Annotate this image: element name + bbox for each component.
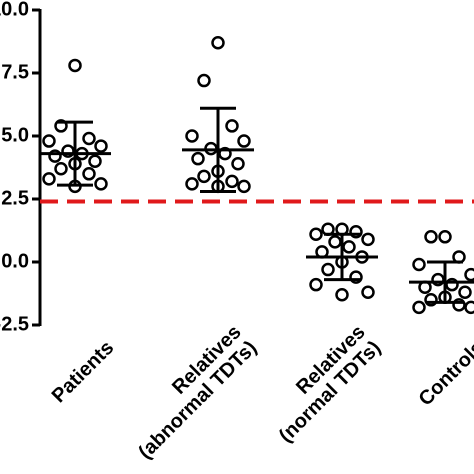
data-point — [464, 267, 474, 282]
data-point — [94, 177, 108, 191]
data-point — [424, 293, 438, 307]
data-point — [464, 300, 474, 315]
data-point — [68, 58, 82, 73]
data-point — [82, 131, 96, 146]
data-point — [88, 154, 102, 168]
data-point — [361, 232, 375, 247]
data-point — [335, 288, 349, 302]
y-tick-label: -2.5 — [0, 313, 29, 335]
x-tick-label: Relatives(abnormal TDTs) — [134, 321, 261, 463]
data-point — [225, 119, 239, 133]
data-point — [197, 73, 211, 88]
data-point — [54, 162, 68, 176]
y-tick-label: 0.0 — [1, 250, 29, 272]
data-point — [342, 240, 356, 254]
data-point — [48, 149, 62, 163]
x-tick-label: Controls — [415, 337, 474, 411]
data-point — [309, 227, 323, 242]
data-point — [94, 139, 108, 153]
x-tick-label-line: Patients — [48, 337, 119, 408]
data-point — [349, 270, 363, 284]
data-point — [54, 119, 68, 133]
y-tick-label: 10.0 — [0, 0, 29, 20]
data-point — [328, 235, 342, 249]
data-point — [185, 129, 199, 143]
data-point — [452, 298, 466, 312]
y-tick-label: 5.0 — [1, 124, 29, 146]
data-point — [412, 257, 426, 272]
data-point — [42, 172, 56, 186]
x-tick-label-line: Controls — [415, 337, 474, 411]
data-point — [438, 230, 452, 244]
data-point — [349, 225, 363, 239]
data-point — [458, 285, 472, 299]
data-point — [185, 177, 199, 191]
data-point — [321, 262, 335, 277]
data-point — [237, 179, 251, 194]
data-point — [225, 174, 239, 189]
data-point — [211, 36, 225, 50]
data-point — [197, 169, 211, 184]
data-point — [309, 277, 323, 292]
data-point — [361, 285, 375, 299]
data-point — [42, 134, 56, 148]
y-tick-label: 7.5 — [1, 61, 29, 83]
data-point — [412, 300, 426, 315]
x-tick-label: Patients — [48, 337, 119, 408]
y-tick-label: 2.5 — [1, 187, 29, 209]
data-point — [424, 230, 438, 244]
data-point — [82, 167, 96, 181]
x-tick-label: Relatives(normal TDTs) — [275, 321, 385, 447]
data-point — [231, 156, 245, 171]
data-point — [191, 151, 205, 166]
data-point — [237, 134, 251, 148]
